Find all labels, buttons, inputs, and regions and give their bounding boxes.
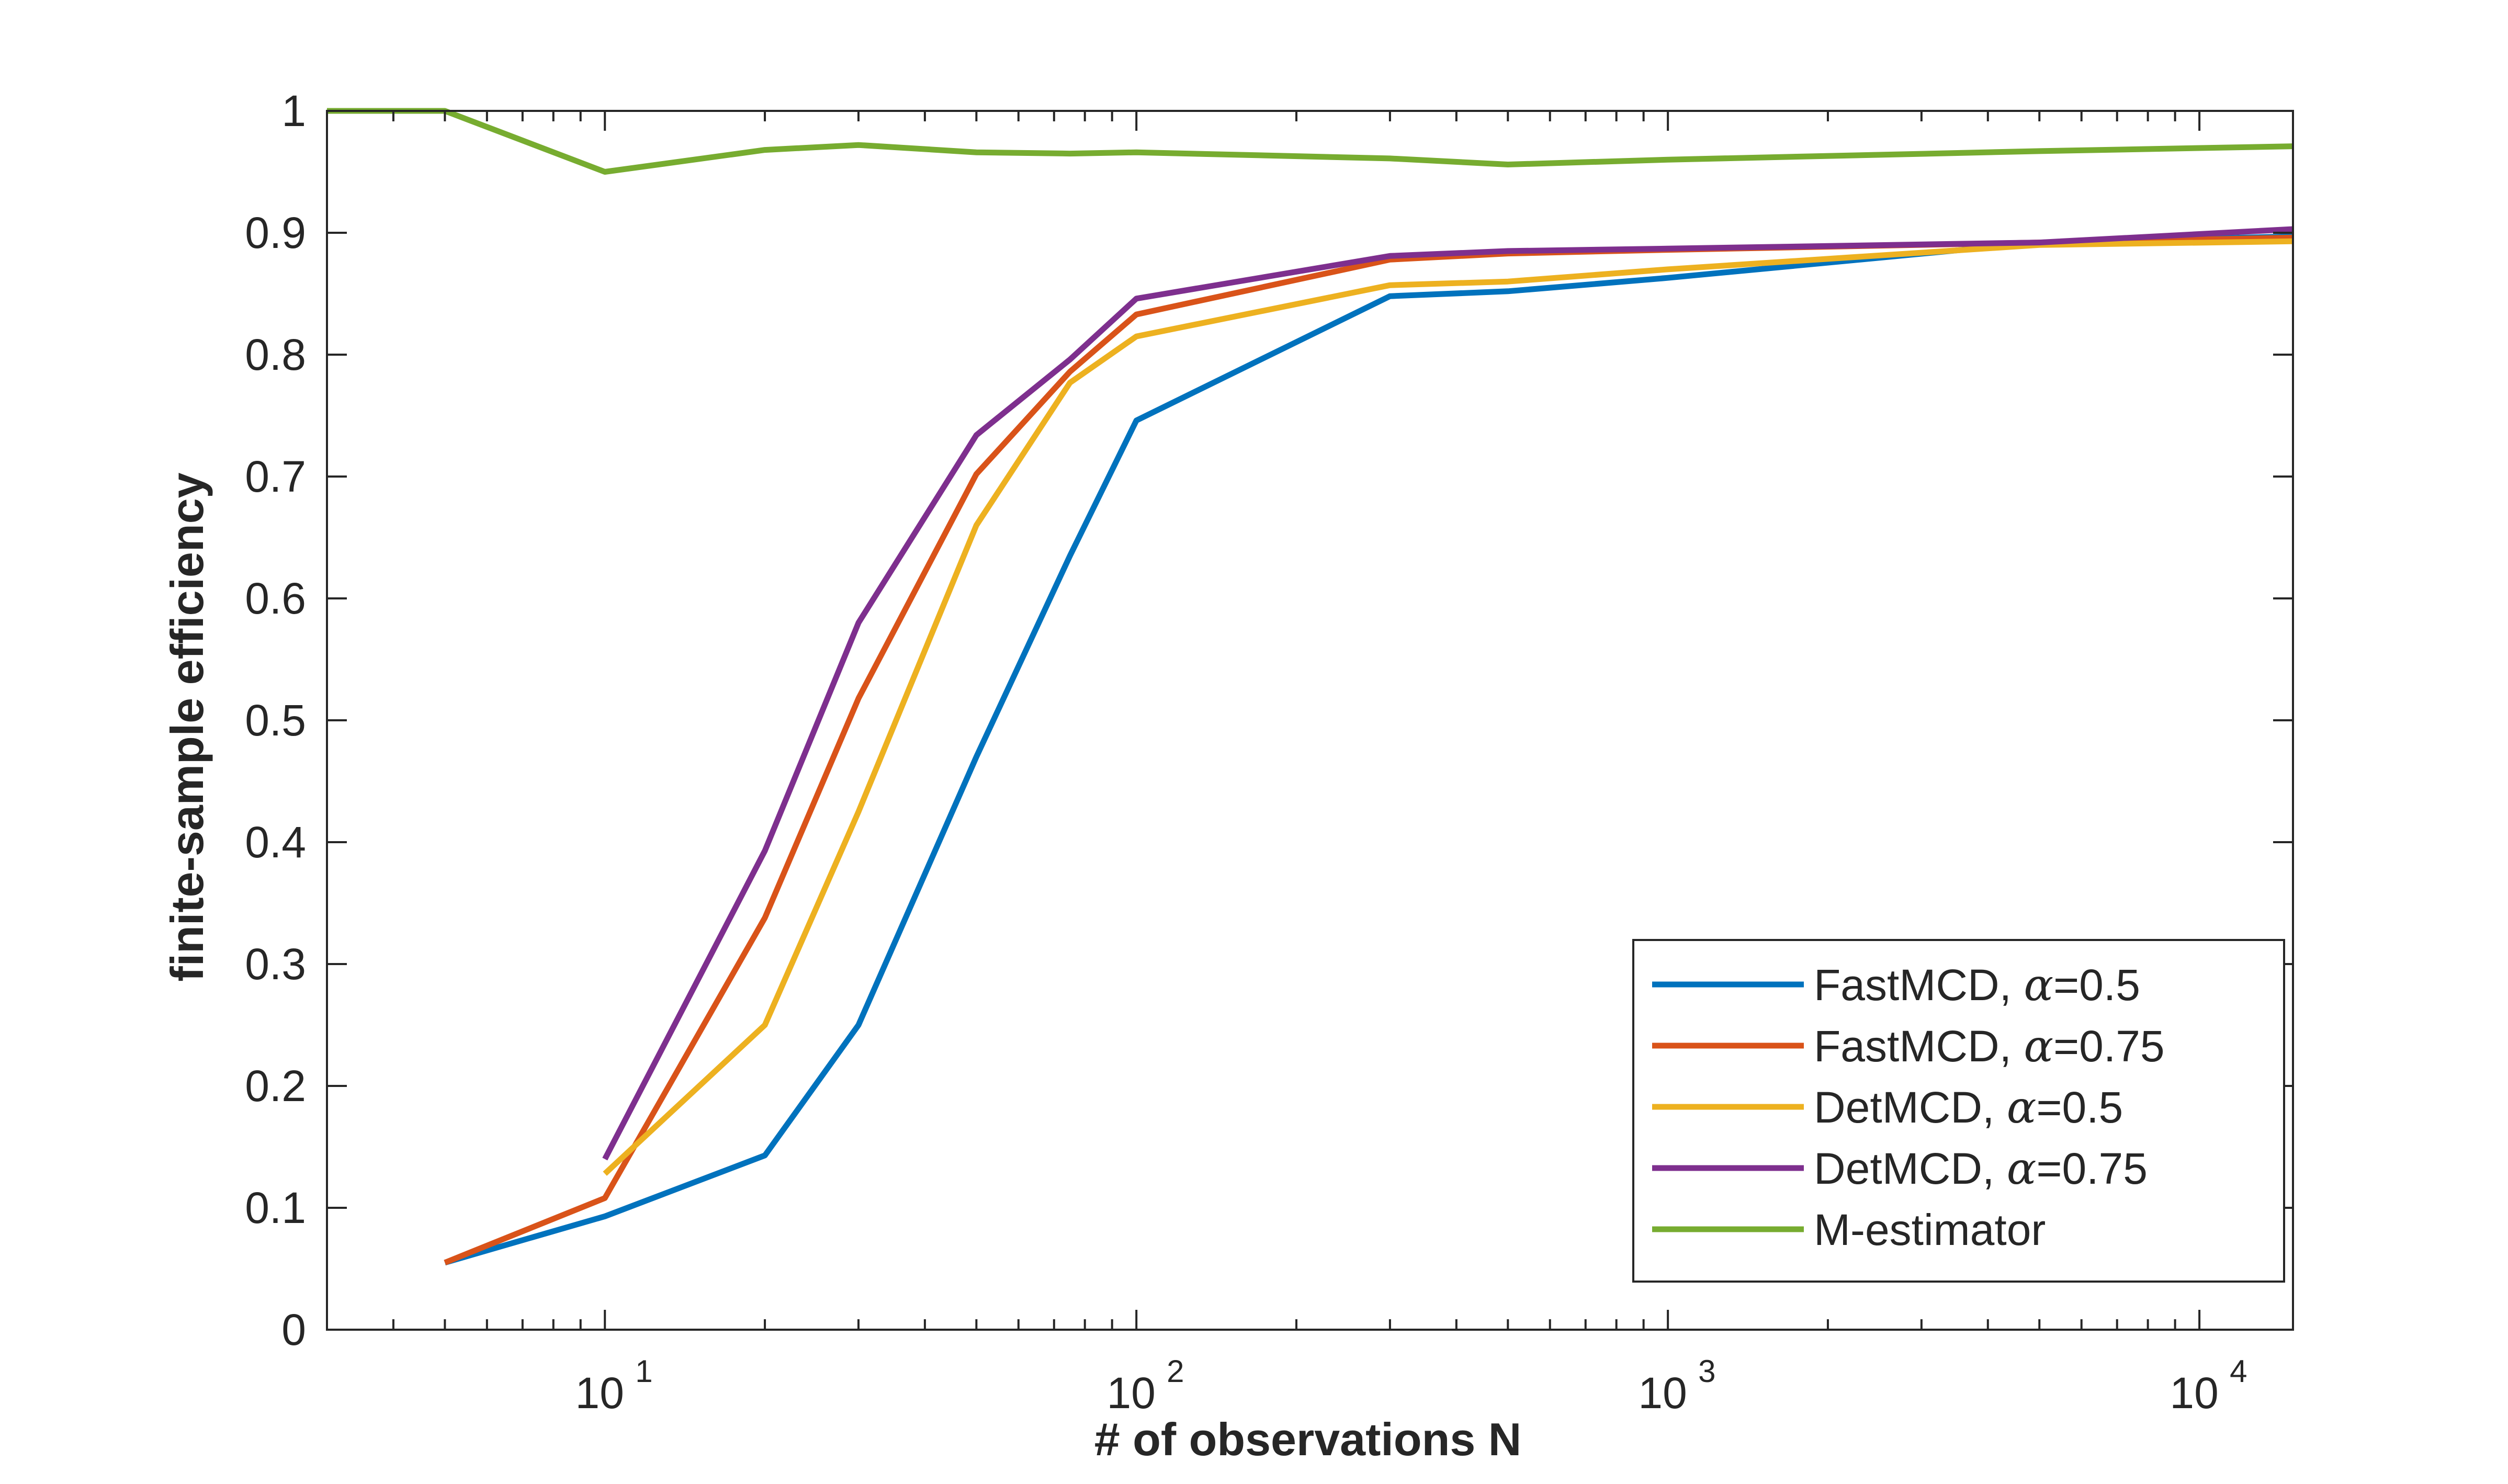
y-tick-label: 1 [281,86,306,135]
y-tick-label: 0.6 [245,574,306,623]
y-tick-label: 0.8 [245,330,306,379]
y-tick-label: 0.2 [245,1061,306,1111]
x-tick-exponent: 4 [2230,1354,2247,1389]
x-tick-label: 10 [1638,1368,1687,1418]
legend-box [1632,939,2285,1283]
legend-entry-label: DetMCD, α=0.75 [1814,1143,2148,1194]
y-tick-label: 0.9 [245,208,306,257]
series-layer [327,108,2294,1266]
y-tick-label: 0.5 [245,696,306,745]
legend-entry-label: FastMCD, α=0.5 [1814,959,2140,1011]
x-tick-label: 10 [575,1368,624,1418]
y-axis-label: finite-sample efficiency [161,472,213,981]
legend-entry-label: DetMCD, α=0.5 [1814,1082,2123,1133]
legend: FastMCD, α=0.5 FastMCD, α=0.75 DetMCD, α=0… [1632,939,2285,1283]
legend-entry-label: M-estimator [1814,1205,2046,1254]
series-line-4 [602,226,2294,1161]
x-tick-exponent: 1 [635,1354,652,1389]
x-tick-exponent: 2 [1167,1354,1184,1389]
x-tick-exponent: 3 [1698,1354,1715,1389]
x-tick-label: 10 [2170,1368,2218,1418]
y-tick-label: 0.3 [245,939,306,989]
y-tick-label: 0.7 [245,452,306,501]
x-axis-label: # of observations N [1094,1413,1522,1465]
series-line-1 [444,233,2294,1266]
y-tick-label: 0.4 [245,818,306,867]
y-tick-label: 0 [281,1305,306,1354]
legend-entry-label: FastMCD, α=0.75 [1814,1021,2165,1072]
y-tick-label: 0.1 [245,1183,306,1232]
series-line-3 [603,238,2294,1176]
axes-layer: 0 0.1 0.2 0.3 0.4 0.5 0.6 0.7 0.8 0.9 1 10 1 10 2 10 3 10… [245,86,2294,1418]
x-tick-label: 10 [1106,1368,1155,1418]
series-line-5 [327,108,2294,175]
